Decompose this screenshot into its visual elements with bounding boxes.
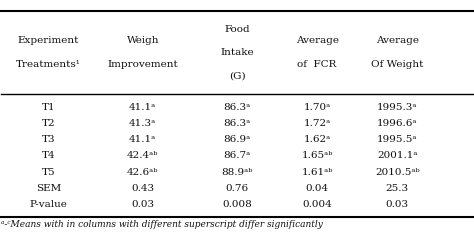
Text: 0.04: 0.04 [306,184,328,193]
Text: 0.008: 0.008 [222,200,252,209]
Text: 1.65ᵃᵇ: 1.65ᵃᵇ [301,151,333,160]
Text: 0.43: 0.43 [131,184,155,193]
Text: 41.3ᵃ: 41.3ᵃ [129,119,156,128]
Text: T1: T1 [42,102,55,112]
Text: Average: Average [376,36,419,45]
Text: Experiment: Experiment [18,36,79,45]
Text: of  FCR: of FCR [297,60,337,69]
Text: ᵃ-ᶜMeans with in columns with different superscript differ significantly: ᵃ-ᶜMeans with in columns with different … [1,220,323,229]
Text: T4: T4 [42,151,55,160]
Text: 1996.6ᵃ: 1996.6ᵃ [377,119,418,128]
Text: T2: T2 [42,119,55,128]
Text: Food: Food [224,25,250,34]
Text: 1.72ᵃ: 1.72ᵃ [303,119,331,128]
Text: 86.3ᵃ: 86.3ᵃ [223,102,251,112]
Text: 1995.5ᵃ: 1995.5ᵃ [377,135,418,144]
Text: 0.03: 0.03 [131,200,155,209]
Text: 1.61ᵃᵇ: 1.61ᵃᵇ [301,168,333,176]
Text: 1995.3ᵃ: 1995.3ᵃ [377,102,418,112]
Text: 0.76: 0.76 [226,184,248,193]
Text: (G): (G) [228,71,246,80]
Text: 41.1ᵃ: 41.1ᵃ [129,135,156,144]
Text: 86.7ᵃ: 86.7ᵃ [223,151,251,160]
Text: Improvement: Improvement [108,60,178,69]
Text: 1.62ᵃ: 1.62ᵃ [303,135,331,144]
Text: 25.3: 25.3 [386,184,409,193]
Text: Intake: Intake [220,48,254,57]
Text: 2001.1ᵃ: 2001.1ᵃ [377,151,418,160]
Text: 1.70ᵃ: 1.70ᵃ [303,102,331,112]
Text: T5: T5 [42,168,55,176]
Text: 0.03: 0.03 [386,200,409,209]
Text: Treatments¹: Treatments¹ [16,60,81,69]
Text: Of Weight: Of Weight [371,60,423,69]
Text: 88.9ᵃᵇ: 88.9ᵃᵇ [221,168,253,176]
Text: T3: T3 [42,135,55,144]
Text: 42.4ᵃᵇ: 42.4ᵃᵇ [127,151,158,160]
Text: 2010.5ᵃᵇ: 2010.5ᵃᵇ [375,168,419,176]
Text: Weigh: Weigh [127,36,159,45]
Text: SEM: SEM [36,184,61,193]
Text: 0.004: 0.004 [302,200,332,209]
Text: P-value: P-value [29,200,67,209]
Text: 42.6ᵃᵇ: 42.6ᵃᵇ [127,168,158,176]
Text: 41.1ᵃ: 41.1ᵃ [129,102,156,112]
Text: Average: Average [296,36,338,45]
Text: 86.9ᵃ: 86.9ᵃ [223,135,251,144]
Text: 86.3ᵃ: 86.3ᵃ [223,119,251,128]
